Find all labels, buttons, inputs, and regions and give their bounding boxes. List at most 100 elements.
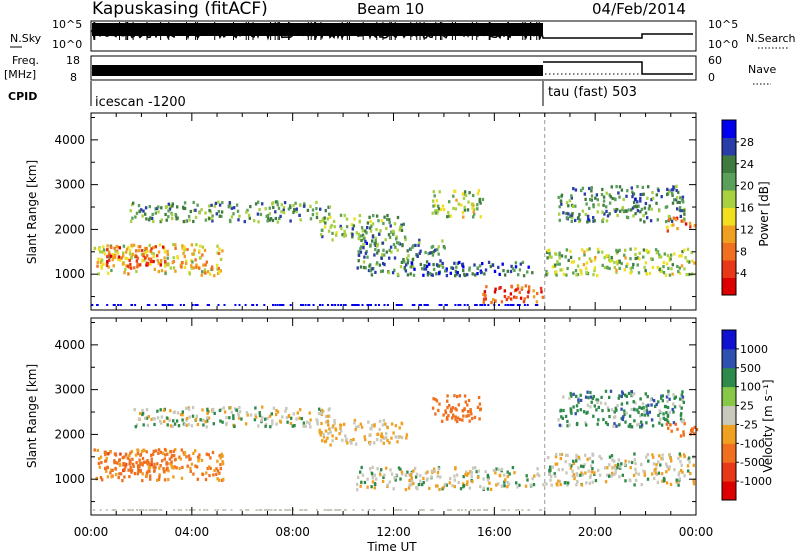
data-cell <box>451 416 454 420</box>
data-cell <box>678 452 681 456</box>
data-cell <box>515 295 518 300</box>
data-cell <box>681 195 685 199</box>
x-tick-label: 04:00 <box>175 525 210 539</box>
data-cell <box>666 253 670 257</box>
data-cell <box>394 435 397 439</box>
data-cell <box>691 259 694 263</box>
data-cell <box>665 422 669 426</box>
data-cell <box>667 393 670 397</box>
data-cell <box>145 509 148 511</box>
data-cell <box>359 470 362 474</box>
data-cell <box>136 472 139 476</box>
data-cell <box>634 197 637 201</box>
data-cell <box>657 460 660 464</box>
data-cell <box>261 202 264 206</box>
data-cell <box>105 263 109 267</box>
data-cell <box>687 469 690 473</box>
data-cell <box>566 483 569 487</box>
data-cell <box>514 265 518 269</box>
data-cell <box>515 509 518 511</box>
data-cell <box>531 271 534 275</box>
data-cell <box>375 477 378 481</box>
cpid-label: CPID <box>8 90 37 103</box>
data-cell <box>368 433 371 437</box>
data-cell <box>332 219 336 223</box>
data-cell <box>216 459 219 463</box>
data-cell <box>468 486 471 490</box>
data-cell <box>601 210 604 214</box>
data-cell <box>504 273 507 277</box>
data-cell <box>153 267 156 271</box>
data-cell <box>482 297 486 301</box>
data-cell <box>445 417 449 421</box>
data-cell <box>582 410 586 414</box>
data-cell <box>317 412 321 416</box>
data-cell <box>517 273 520 277</box>
data-cell <box>167 469 170 473</box>
data-cell <box>219 419 222 423</box>
data-cell <box>184 219 187 223</box>
data-cell <box>570 194 573 198</box>
data-cell <box>434 248 437 252</box>
data-cell <box>549 465 552 469</box>
data-cell <box>115 473 118 477</box>
data-cell <box>513 268 516 272</box>
data-cell <box>632 262 635 267</box>
data-cell <box>485 285 488 289</box>
data-cell <box>680 420 684 424</box>
data-cell <box>148 243 151 248</box>
nsky-panel: N.Sky 10^5 10^0 10^5 10^0 N.Search <box>10 18 796 52</box>
data-cell <box>568 423 571 427</box>
data-cell <box>154 466 157 470</box>
data-cell <box>619 209 622 213</box>
data-cell <box>141 479 144 483</box>
data-cell <box>216 263 219 267</box>
data-cell <box>202 418 205 422</box>
data-cell <box>218 478 221 482</box>
data-cell <box>597 418 600 422</box>
data-cell <box>198 211 201 215</box>
data-cell <box>486 487 490 491</box>
data-cell <box>627 424 631 428</box>
x-tick-label: 20:00 <box>578 525 613 539</box>
data-cell <box>640 413 644 417</box>
data-cell <box>194 258 197 262</box>
data-cell <box>632 473 636 477</box>
data-cell <box>586 403 590 407</box>
data-cell <box>106 466 109 470</box>
data-cell <box>219 269 222 273</box>
data-cell <box>412 244 415 248</box>
data-cell <box>390 230 393 234</box>
data-cell <box>558 218 561 222</box>
data-cell <box>624 256 627 260</box>
data-cell <box>534 304 537 306</box>
data-cell <box>376 244 379 248</box>
data-cell <box>606 466 609 470</box>
data-cell <box>452 194 455 198</box>
data-cell <box>640 423 644 427</box>
data-cell <box>555 273 558 277</box>
data-cell <box>436 248 439 252</box>
data-cell <box>171 304 174 306</box>
data-cell <box>576 272 580 277</box>
data-cell <box>569 215 572 219</box>
data-cell <box>645 408 649 412</box>
data-cell <box>690 250 693 255</box>
data-cell <box>405 436 408 440</box>
data-cell <box>494 287 497 291</box>
data-cell <box>486 473 490 477</box>
data-cell <box>290 416 293 420</box>
data-cell <box>510 285 514 289</box>
data-cell <box>541 295 544 299</box>
data-cell <box>131 304 134 306</box>
data-cell <box>382 221 385 226</box>
data-cell <box>580 272 583 276</box>
data-cell <box>161 459 164 463</box>
data-cell <box>411 258 415 262</box>
data-cell <box>216 477 219 481</box>
data-cell <box>453 478 456 482</box>
data-cell <box>271 218 275 223</box>
data-cell <box>393 256 397 260</box>
data-cell <box>666 399 669 403</box>
data-cell <box>602 195 606 199</box>
